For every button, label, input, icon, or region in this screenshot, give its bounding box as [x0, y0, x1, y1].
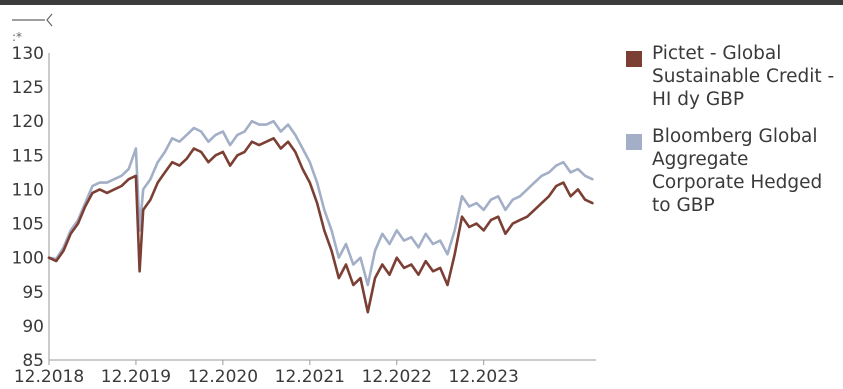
legend-item-pictet: Pictet - Global Sustainable Credit - HI … [626, 42, 840, 111]
legend-label-bloomberg: Bloomberg Global Aggregate Corporate Hed… [652, 126, 823, 216]
y-tick-label: 130 [12, 44, 44, 64]
legend-item-bloomberg: Bloomberg Global Aggregate Corporate Hed… [626, 125, 840, 217]
x-axis: 12.2018 12.2019 12.2020 12.2021 12.2022 12.20… [14, 359, 596, 387]
x-tick-label: 12.2022 [362, 367, 432, 385]
corner-mark-text: :* [12, 30, 22, 44]
chart-area: :* 85 90 95 100 105 110 115 120 125 130 12.2018 12… [0, 5, 600, 387]
y-tick-label: 125 [12, 78, 44, 98]
corner-mark: :* [12, 13, 53, 44]
y-tick-label: 95 [22, 283, 44, 303]
series-layer [47, 119, 594, 314]
legend-swatch-pictet [626, 51, 642, 67]
y-tick-label: 105 [12, 215, 44, 235]
y-axis: 85 90 95 100 105 110 115 120 125 130 [12, 44, 50, 371]
x-tick-label: 12.2018 [14, 367, 84, 385]
corner-mark-chevron [46, 13, 53, 27]
y-tick-label: 100 [12, 249, 44, 269]
x-tick-label: 12.2023 [449, 367, 519, 385]
top-rule [0, 0, 843, 5]
x-tick-label: 12.2021 [275, 367, 345, 385]
y-tick-label: 90 [22, 317, 44, 337]
y-tick-label: 85 [22, 351, 44, 371]
y-tick-label: 110 [12, 180, 44, 200]
series-line-bloomberg [47, 119, 594, 287]
x-tick-label: 12.2019 [101, 367, 171, 385]
legend-label-pictet: Pictet - Global Sustainable Credit - HI … [652, 43, 835, 110]
legend-swatch-bloomberg [626, 134, 642, 150]
x-tick-label: 12.2020 [188, 367, 258, 385]
chart-legend: Pictet - Global Sustainable Credit - HI … [626, 42, 840, 231]
series-line-pictet [47, 137, 594, 314]
y-tick-label: 115 [12, 146, 44, 166]
y-tick-label: 120 [12, 112, 44, 132]
